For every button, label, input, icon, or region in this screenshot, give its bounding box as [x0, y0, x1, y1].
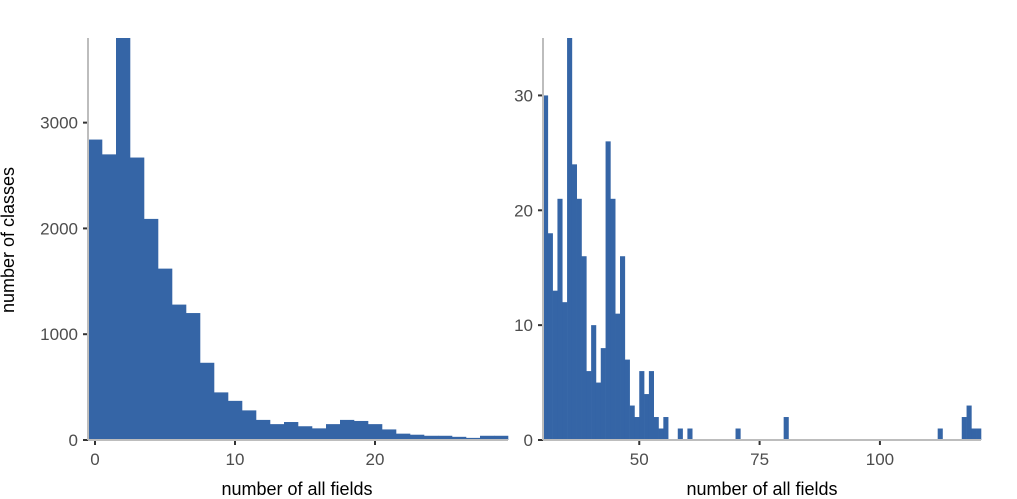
bar-0-28 — [480, 435, 495, 440]
bar-1-60 — [687, 428, 693, 440]
bar-1-44 — [610, 198, 616, 440]
bar-1-52 — [648, 371, 654, 440]
bar-1-41 — [595, 382, 602, 440]
bar-0-19 — [354, 420, 369, 440]
bar-0-8 — [200, 362, 215, 440]
bar-1-31 — [547, 233, 553, 440]
y-tick-label-0-3000: 3000 — [40, 114, 78, 133]
bar-1-54 — [658, 428, 664, 440]
bar-0-3 — [130, 157, 145, 441]
x-tick-label-0-20: 20 — [366, 450, 385, 469]
bar-0-9 — [214, 392, 229, 440]
y-tick-label-1-10: 10 — [514, 316, 533, 335]
bar-1-118 — [966, 405, 972, 440]
bar-1-38 — [581, 256, 587, 440]
bar-0-12 — [256, 419, 271, 440]
bar-1-42 — [600, 348, 606, 440]
bar-1-39 — [586, 371, 592, 440]
bar-1-53 — [653, 417, 659, 440]
bar-1-37 — [576, 198, 582, 440]
bar-0-21 — [382, 429, 397, 440]
bar-1-47 — [624, 359, 630, 440]
bar-1-40 — [591, 325, 597, 440]
bar-0-13 — [270, 424, 285, 440]
bar-1-33 — [557, 198, 563, 440]
bar-1-43 — [605, 141, 611, 440]
y-tick-label-0-0: 0 — [69, 431, 78, 450]
left-x-axis-title: number of all fields — [221, 479, 372, 499]
bar-1-46 — [620, 256, 626, 440]
bar-0-25 — [438, 435, 453, 440]
bar-0-17 — [326, 424, 341, 440]
bar-1-58 — [677, 428, 683, 440]
x-tick-label-0-0: 0 — [90, 450, 99, 469]
right-x-axis-title: number of all fields — [686, 479, 837, 499]
bar-0-22 — [396, 433, 411, 440]
bar-0-11 — [242, 410, 257, 440]
x-tick-label-0-10: 10 — [226, 450, 245, 469]
bar-1-32 — [552, 290, 558, 440]
y-tick-label-0-1000: 1000 — [40, 325, 78, 344]
bar-1-112 — [937, 428, 943, 440]
bar-0-15 — [298, 426, 313, 440]
right-histogram-ticks: 0 10 20 30 50 75 100 — [514, 86, 894, 469]
bar-0-0 — [88, 139, 103, 440]
bar-1-30 — [543, 95, 549, 441]
bar-1-34 — [562, 302, 568, 440]
bar-0-27 — [466, 437, 481, 440]
bar-0-4 — [144, 218, 159, 440]
bar-0-16 — [312, 428, 327, 440]
bar-0-24 — [424, 435, 439, 440]
left-histogram-bars — [88, 38, 509, 441]
bar-0-29 — [494, 435, 509, 440]
bar-1-120 — [976, 428, 982, 440]
bar-0-2 — [116, 38, 131, 440]
x-tick-label-1-75: 75 — [750, 450, 769, 469]
bar-1-70 — [735, 428, 741, 440]
bar-0-26 — [452, 436, 467, 440]
bar-1-36 — [571, 164, 577, 440]
x-tick-label-1-100: 100 — [866, 450, 894, 469]
y-tick-label-0-2000: 2000 — [40, 219, 78, 238]
left-y-axis-title: number of classes — [0, 167, 18, 313]
bar-0-20 — [368, 424, 383, 440]
bar-0-5 — [158, 268, 173, 440]
bar-1-50 — [639, 371, 645, 440]
bar-1-80 — [783, 417, 789, 440]
bar-1-48 — [629, 405, 635, 440]
right-histogram-panel: 0 10 20 30 50 75 100 number of all fields — [514, 38, 982, 499]
right-histogram-bars — [543, 38, 982, 441]
y-tick-label-1-20: 20 — [514, 201, 533, 220]
y-tick-label-1-30: 30 — [514, 86, 533, 105]
bar-0-10 — [228, 400, 243, 440]
bar-0-1 — [102, 154, 117, 440]
y-tick-label-1-0: 0 — [524, 431, 533, 450]
bar-1-117 — [961, 417, 967, 440]
bar-1-45 — [615, 313, 621, 440]
bar-1-119 — [971, 428, 977, 440]
bar-0-23 — [410, 434, 425, 440]
bar-1-55 — [663, 417, 669, 440]
bar-0-6 — [172, 304, 187, 440]
bar-0-7 — [186, 313, 201, 440]
x-tick-label-1-50: 50 — [630, 450, 649, 469]
bar-1-35 — [567, 38, 573, 440]
bar-1-49 — [634, 417, 640, 440]
bar-0-14 — [284, 422, 299, 440]
bar-1-51 — [644, 394, 650, 440]
left-histogram-ticks: 0 1000 2000 3000 0 10 20 — [40, 114, 384, 469]
bar-0-18 — [340, 419, 355, 440]
